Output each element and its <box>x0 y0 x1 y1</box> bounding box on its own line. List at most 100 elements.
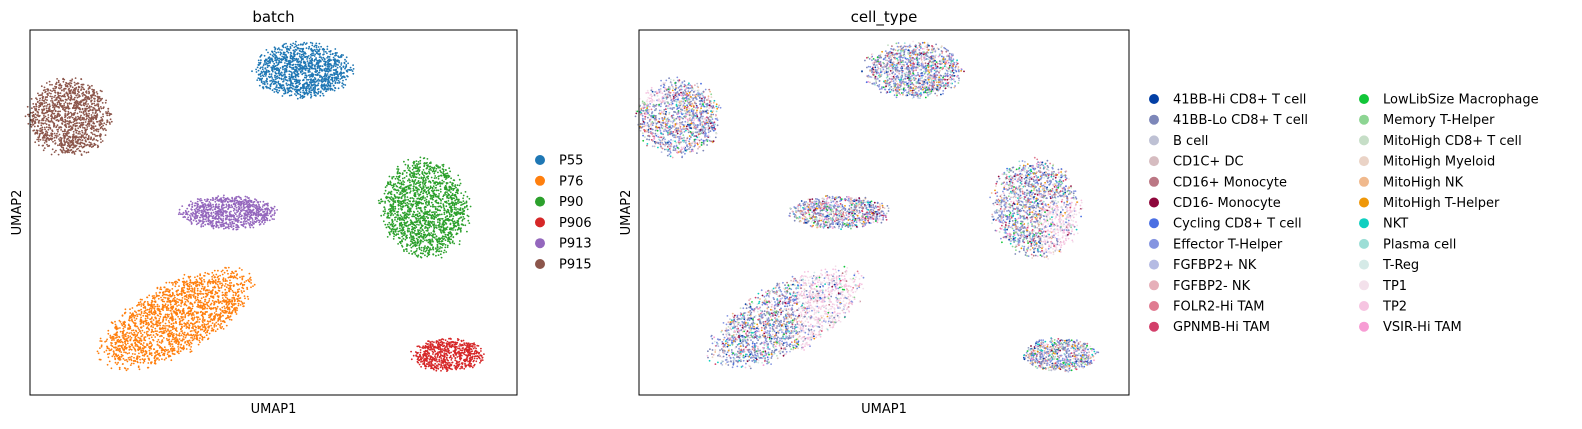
point <box>322 94 325 97</box>
point <box>64 142 66 144</box>
point <box>223 194 225 197</box>
point <box>394 216 396 219</box>
point <box>420 232 423 235</box>
point <box>32 120 34 122</box>
point <box>460 192 463 195</box>
point <box>452 215 455 218</box>
point <box>449 232 452 235</box>
point <box>94 115 97 117</box>
point <box>326 57 328 59</box>
point <box>340 62 343 64</box>
point <box>437 214 440 216</box>
point <box>57 96 59 99</box>
point <box>321 92 324 95</box>
point <box>439 229 442 232</box>
point <box>94 104 96 107</box>
point <box>310 67 313 70</box>
point <box>322 56 325 59</box>
point <box>223 206 226 209</box>
point <box>420 246 423 249</box>
point <box>55 86 58 88</box>
point <box>329 69 332 72</box>
point <box>81 122 83 124</box>
point <box>427 232 430 235</box>
point <box>419 159 422 162</box>
point <box>87 110 90 113</box>
point <box>210 211 213 214</box>
point <box>315 42 318 45</box>
point <box>79 143 82 146</box>
point <box>302 87 305 90</box>
point <box>396 196 399 199</box>
point <box>457 220 460 223</box>
point <box>36 118 39 121</box>
point <box>329 53 332 56</box>
point <box>310 96 312 99</box>
point <box>286 60 288 63</box>
point <box>318 54 321 56</box>
point <box>401 235 404 238</box>
point <box>51 121 54 123</box>
point <box>413 215 416 218</box>
point <box>401 244 403 247</box>
point <box>423 235 426 237</box>
point <box>88 112 90 115</box>
point <box>323 78 326 80</box>
point <box>435 235 438 238</box>
point <box>274 57 277 60</box>
point <box>41 144 44 147</box>
point <box>44 115 47 118</box>
point <box>41 110 44 112</box>
point <box>275 81 278 84</box>
point <box>66 104 69 107</box>
point <box>442 170 445 173</box>
point <box>69 111 72 114</box>
point <box>434 187 437 189</box>
point <box>263 63 266 65</box>
point <box>218 205 221 208</box>
point <box>51 137 54 140</box>
point <box>220 201 223 203</box>
point <box>226 201 229 203</box>
point <box>400 197 403 200</box>
point <box>442 165 445 168</box>
point <box>304 63 307 66</box>
point <box>299 47 302 50</box>
point <box>299 64 302 67</box>
point <box>51 95 53 98</box>
point <box>447 197 450 200</box>
point <box>270 66 273 69</box>
point <box>66 131 68 133</box>
point <box>99 99 102 102</box>
point <box>101 102 104 104</box>
point <box>449 181 452 184</box>
point <box>431 179 434 182</box>
point <box>293 57 296 60</box>
point <box>414 253 417 255</box>
point <box>334 82 337 85</box>
point <box>275 75 278 78</box>
point <box>390 196 393 198</box>
point <box>37 138 40 141</box>
point <box>440 174 442 177</box>
point <box>261 68 264 71</box>
point <box>58 115 60 118</box>
point <box>260 70 263 73</box>
point <box>100 141 102 144</box>
point <box>388 221 391 224</box>
point <box>327 62 330 65</box>
point <box>408 236 411 239</box>
point <box>295 66 298 69</box>
point <box>277 51 280 54</box>
point <box>423 174 425 177</box>
point <box>59 94 61 97</box>
point <box>46 88 49 90</box>
point <box>281 59 283 62</box>
point <box>96 128 99 131</box>
point <box>210 206 213 209</box>
point <box>289 43 292 46</box>
point <box>405 248 408 251</box>
point <box>426 226 428 229</box>
point <box>398 217 401 220</box>
